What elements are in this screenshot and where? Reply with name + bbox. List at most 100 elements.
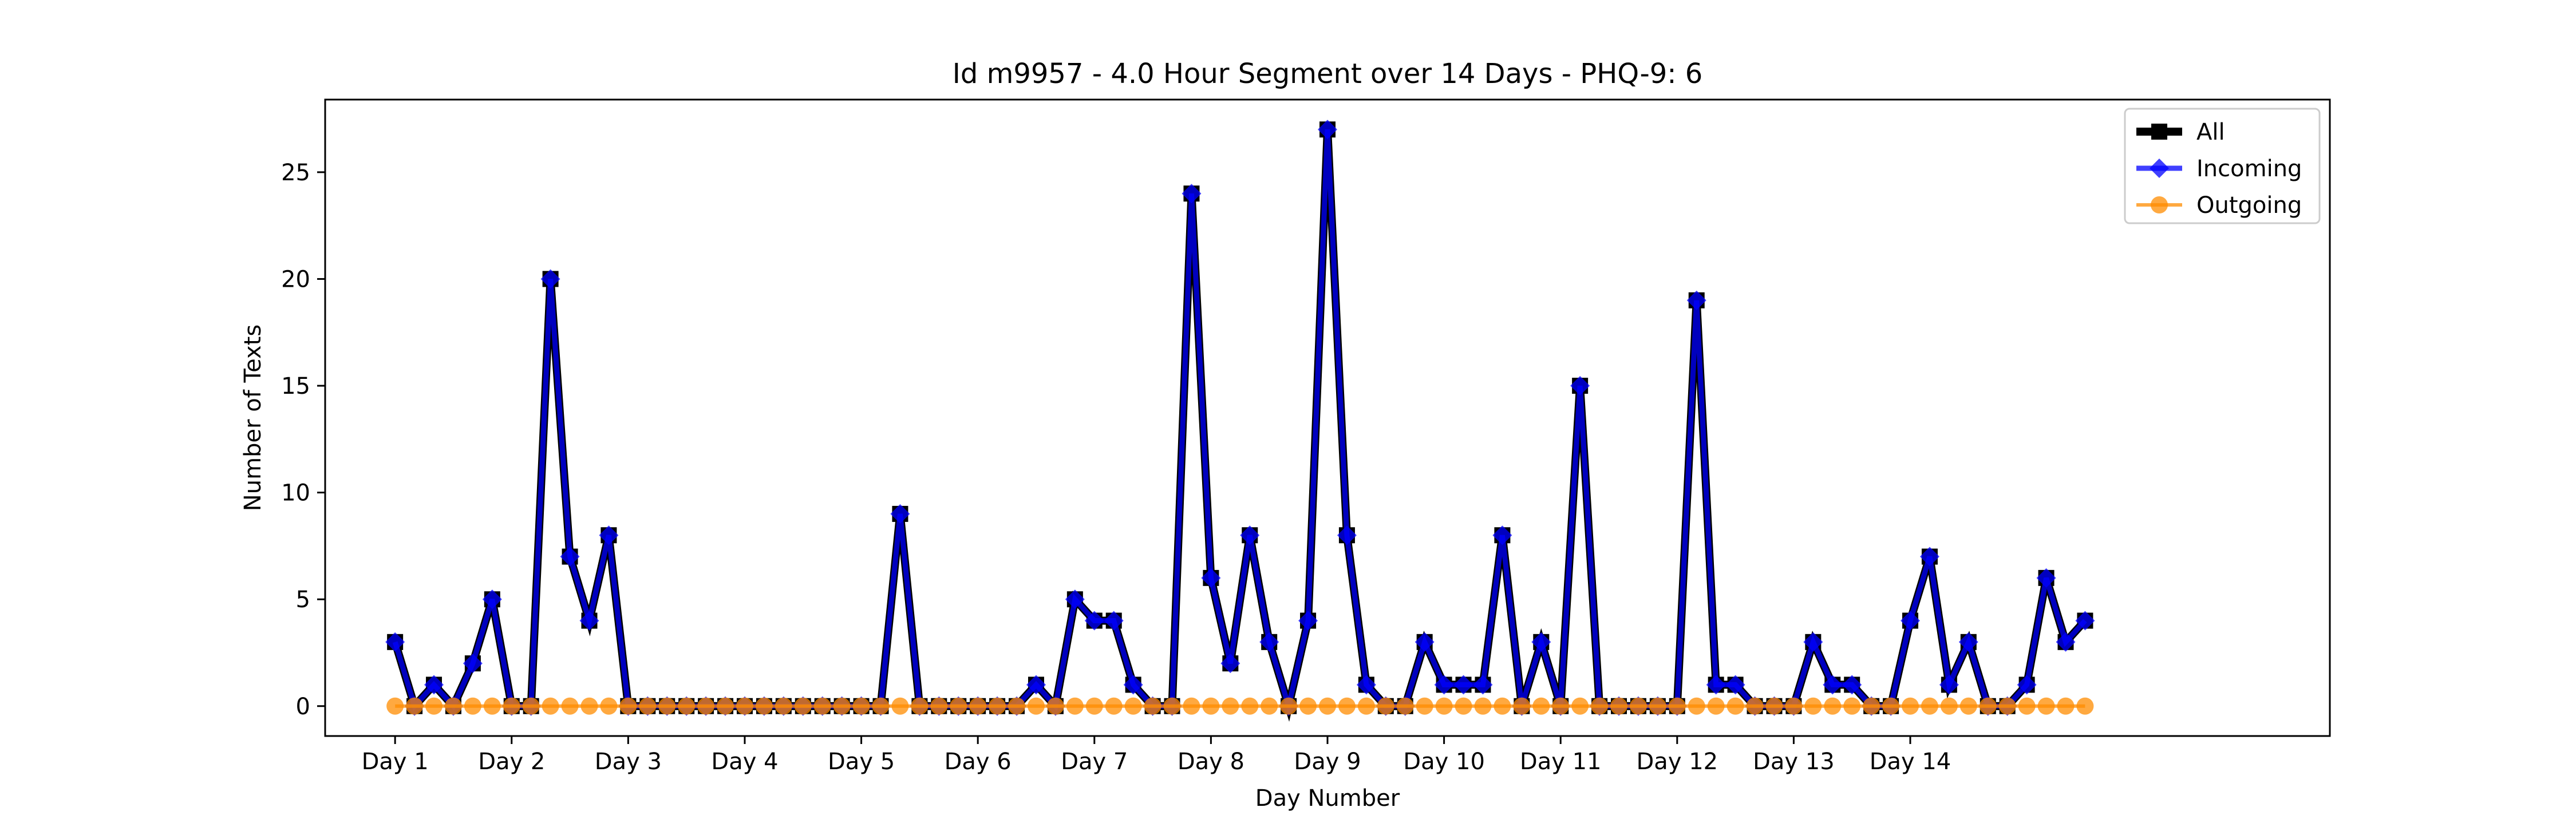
data-point-incoming bbox=[424, 675, 444, 695]
y-tick-label: 20 bbox=[281, 266, 310, 292]
x-tick-label: Day 10 bbox=[1403, 749, 1485, 775]
data-point-outgoing bbox=[1902, 697, 1919, 715]
data-point-outgoing bbox=[1008, 697, 1026, 715]
data-point-incoming bbox=[1220, 654, 1240, 674]
x-tick-label: Day 14 bbox=[1870, 749, 1951, 775]
data-point-outgoing bbox=[1959, 697, 1977, 715]
data-point-outgoing bbox=[1046, 697, 1064, 715]
chart-title: Id m9957 - 4.0 Hour Segment over 14 Days… bbox=[953, 58, 1703, 90]
data-point-incoming bbox=[1958, 632, 1978, 652]
legend-label-outgoing: Outgoing bbox=[2196, 192, 2302, 219]
data-point-outgoing bbox=[930, 697, 948, 715]
data-point-outgoing bbox=[1319, 697, 1336, 715]
data-point-outgoing bbox=[464, 697, 481, 715]
data-point-outgoing bbox=[1455, 697, 1472, 715]
data-point-outgoing bbox=[1241, 697, 1259, 715]
data-point-incoming bbox=[1182, 184, 1202, 204]
data-point-incoming bbox=[890, 504, 910, 524]
data-point-outgoing bbox=[1066, 697, 1084, 715]
data-point-outgoing bbox=[542, 697, 559, 715]
data-point-outgoing bbox=[1299, 697, 1317, 715]
x-tick-label: Day 11 bbox=[1520, 749, 1602, 775]
series-outgoing bbox=[386, 697, 2094, 715]
x-tick-label: Day 3 bbox=[595, 749, 662, 775]
data-point-outgoing bbox=[1649, 697, 1666, 715]
data-point-outgoing bbox=[600, 697, 618, 715]
data-point-outgoing bbox=[678, 697, 696, 715]
data-point-incoming bbox=[2036, 568, 2056, 588]
data-point-outgoing bbox=[872, 697, 890, 715]
data-point-outgoing bbox=[1105, 697, 1123, 715]
legend-label-all: All bbox=[2196, 119, 2225, 145]
data-point-outgoing bbox=[1513, 697, 1531, 715]
data-point-outgoing bbox=[911, 697, 929, 715]
data-point-outgoing bbox=[1843, 697, 1861, 715]
data-point-outgoing bbox=[1474, 697, 1492, 715]
data-point-outgoing bbox=[1824, 697, 1842, 715]
x-tick-label: Day 9 bbox=[1294, 749, 1361, 775]
data-point-incoming bbox=[1434, 675, 1454, 695]
data-point-outgoing bbox=[1707, 697, 1725, 715]
data-point-incoming bbox=[2017, 675, 2037, 695]
data-point-outgoing bbox=[425, 697, 443, 715]
data-point-outgoing bbox=[1222, 697, 1239, 715]
data-point-incoming bbox=[1686, 290, 1706, 310]
data-point-outgoing bbox=[1183, 697, 1200, 715]
data-point-incoming bbox=[463, 654, 483, 674]
data-point-outgoing bbox=[1532, 697, 1550, 715]
data-point-outgoing bbox=[1726, 697, 1744, 715]
data-point-outgoing bbox=[1396, 697, 1414, 715]
data-point-outgoing bbox=[1863, 697, 1880, 715]
x-tick-label: Day 8 bbox=[1178, 749, 1244, 775]
y-axis-label: Number of Texts bbox=[240, 325, 266, 511]
data-point-outgoing bbox=[969, 697, 987, 715]
x-tick-label: Day 2 bbox=[478, 749, 545, 775]
legend-marker-all bbox=[2151, 124, 2167, 140]
data-point-outgoing bbox=[2018, 697, 2036, 715]
x-axis-label: Day Number bbox=[1255, 785, 1400, 812]
data-point-outgoing bbox=[2037, 697, 2055, 715]
data-point-outgoing bbox=[1688, 697, 1705, 715]
data-point-incoming bbox=[1453, 675, 1473, 695]
data-point-outgoing bbox=[1261, 697, 1278, 715]
x-tick-label: Day 1 bbox=[362, 749, 429, 775]
axis-layer: 0 5 10 15 20 25 Day 1 Day 2 Day 3 Day 4 Day 5 Day 6… bbox=[281, 160, 1951, 775]
data-point-incoming bbox=[1531, 632, 1551, 652]
data-point-outgoing bbox=[1085, 697, 1103, 715]
y-tick-label: 5 bbox=[296, 587, 310, 613]
data-point-outgoing bbox=[1202, 697, 1220, 715]
data-point-outgoing bbox=[2057, 697, 2075, 715]
data-point-outgoing bbox=[522, 697, 540, 715]
series-layer bbox=[385, 120, 2095, 722]
y-tick-label: 10 bbox=[281, 480, 310, 507]
data-point-outgoing bbox=[1027, 697, 1045, 715]
data-point-incoming bbox=[1901, 611, 1921, 631]
data-point-outgoing bbox=[697, 697, 715, 715]
x-tick-label: Day 7 bbox=[1061, 749, 1128, 775]
data-point-incoming bbox=[599, 525, 619, 545]
data-point-incoming bbox=[1123, 675, 1143, 695]
data-point-outgoing bbox=[1998, 697, 2016, 715]
data-point-incoming bbox=[482, 589, 502, 610]
data-point-outgoing bbox=[1979, 697, 1997, 715]
data-point-incoming bbox=[1337, 525, 1357, 545]
data-point-incoming bbox=[1706, 675, 1726, 695]
data-point-outgoing bbox=[1804, 697, 1822, 715]
data-point-outgoing bbox=[580, 697, 598, 715]
y-tick-label: 15 bbox=[281, 373, 310, 399]
data-point-outgoing bbox=[813, 697, 831, 715]
data-point-outgoing bbox=[775, 697, 792, 715]
data-point-incoming bbox=[1725, 675, 1745, 695]
data-point-outgoing bbox=[658, 697, 676, 715]
data-point-outgoing bbox=[1921, 697, 1938, 715]
data-point-incoming bbox=[540, 269, 560, 289]
data-point-outgoing bbox=[619, 697, 637, 715]
data-point-incoming bbox=[1415, 632, 1435, 652]
data-point-incoming bbox=[1201, 568, 1221, 588]
data-point-outgoing bbox=[794, 697, 812, 715]
data-point-outgoing bbox=[950, 697, 967, 715]
data-point-outgoing bbox=[989, 697, 1006, 715]
data-point-incoming bbox=[1240, 525, 1260, 545]
